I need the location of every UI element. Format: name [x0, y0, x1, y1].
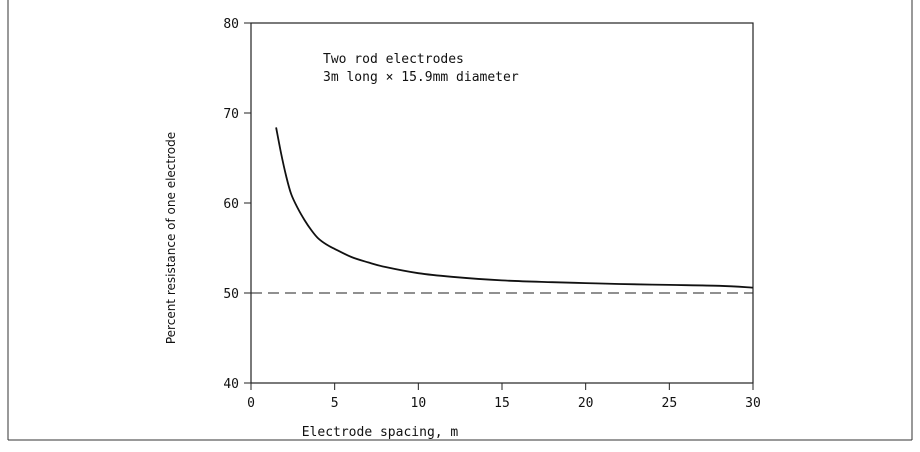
x-tick-label-25: 25 [662, 396, 678, 411]
x-tick-label-5: 5 [331, 396, 339, 411]
y-tick-label-60: 60 [223, 197, 239, 212]
x-tick-label-0: 0 [247, 396, 255, 411]
y-tick-label-50: 50 [223, 287, 239, 302]
x-axis-label: Electrode spacing, m [302, 425, 459, 440]
x-tick-label-20: 20 [578, 396, 594, 411]
x-tick-label-15: 15 [494, 396, 510, 411]
annotation-line-1: Two rod electrodes [323, 52, 464, 67]
x-axis: 0 5 10 15 20 25 30 [247, 383, 761, 411]
series-line [275, 127, 754, 289]
x-tick-label-10: 10 [411, 396, 427, 411]
y-tick-label-80: 80 [223, 17, 239, 32]
x-tick-label-30: 30 [745, 396, 761, 411]
y-axis: 40 50 60 70 80 [223, 17, 251, 392]
annotation-line-2: 3m long × 15.9mm diameter [323, 70, 519, 85]
y-axis-label: Percent resistance of one electrode [164, 132, 178, 344]
y-tick-label-70: 70 [223, 107, 239, 122]
y-tick-label-40: 40 [223, 377, 239, 392]
